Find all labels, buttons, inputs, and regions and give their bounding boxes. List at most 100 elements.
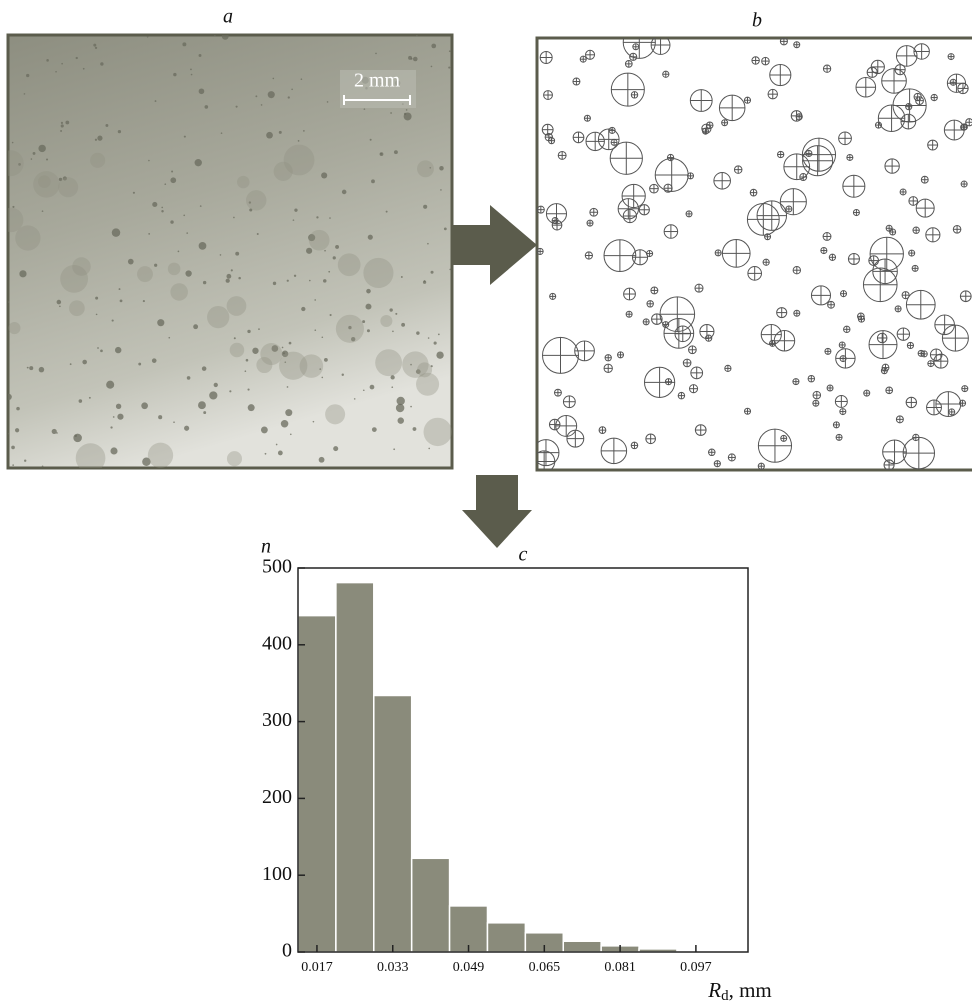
droplet [234,337,236,339]
droplet [200,205,202,207]
droplet [416,331,419,334]
droplet [143,300,145,302]
droplet [214,383,218,387]
droplet [363,389,365,391]
droplet [371,179,375,183]
droplet [342,190,347,195]
x-tick-label: 0.049 [453,960,485,975]
droplet [314,329,316,331]
droplet [401,323,405,327]
droplet [428,337,430,339]
droplet [203,411,206,414]
droplet [370,139,372,141]
droplet [164,183,166,185]
x-axis-label-unit: , mm [729,978,772,1002]
droplet [431,44,436,49]
droplet [438,333,440,335]
droplet [42,210,44,212]
droplet-blur [237,176,249,188]
droplet [231,269,233,271]
droplet [195,159,202,166]
droplet [31,158,33,160]
droplet-blur [227,296,247,316]
droplet [128,259,134,265]
droplet [404,113,406,115]
droplet [335,245,339,249]
droplet [247,330,250,333]
droplet [366,289,371,294]
droplet [319,457,325,463]
droplet [281,420,289,428]
droplet [112,320,114,322]
droplet [449,269,451,271]
x-axis-label-symbol: R [707,978,721,1002]
droplet [120,299,123,302]
droplet [278,451,283,456]
droplet [226,274,231,279]
droplet [245,370,247,372]
droplet [401,276,403,278]
droplet [303,130,305,132]
droplet [39,367,45,373]
droplet [226,279,230,283]
droplet [61,63,63,65]
droplet [323,279,327,283]
droplet [191,74,193,76]
droplet [155,100,157,102]
droplet [152,358,157,363]
droplet-blur [424,418,452,446]
droplet [154,264,157,267]
droplet [95,139,97,141]
droplet-blur [8,322,20,334]
droplet [182,42,186,46]
droplet [16,407,20,411]
droplet [314,299,316,301]
droplet [26,74,29,77]
droplet [330,314,332,316]
droplet [170,220,173,223]
droplet [95,47,97,49]
droplet [178,251,180,253]
droplet [301,307,305,311]
droplet [440,189,442,191]
droplet [449,50,451,52]
droplet [375,53,377,55]
droplet [148,160,150,162]
droplet [261,104,263,106]
droplet [448,67,450,69]
droplet [12,206,14,208]
droplet-blur [227,451,242,466]
droplet [252,348,258,354]
droplet [287,386,289,388]
droplet [46,59,49,62]
droplet [333,256,336,259]
droplet [11,446,15,450]
droplet [171,171,173,173]
droplet [301,78,303,80]
droplet [27,367,29,369]
droplet [294,275,296,277]
droplet [100,349,103,352]
droplet-blur [137,266,153,282]
droplet [110,447,117,454]
droplet [279,131,282,134]
droplet [193,324,198,329]
y-tick-label: 300 [262,709,292,731]
droplet [148,233,150,235]
droplet-blur [309,230,330,251]
droplet [112,228,120,236]
panel-label: b [752,10,762,32]
droplet [133,192,135,194]
droplet [97,347,99,349]
droplet [265,453,267,455]
droplet [106,381,114,389]
x-tick-label: 0.017 [301,960,333,975]
droplet-blur [38,175,51,188]
droplet-blur [90,153,105,168]
droplet [183,215,185,217]
droplet [95,297,98,300]
droplet [367,329,370,332]
droplet [370,385,375,390]
x-tick-label: 0.033 [377,960,409,975]
droplet [439,166,443,170]
